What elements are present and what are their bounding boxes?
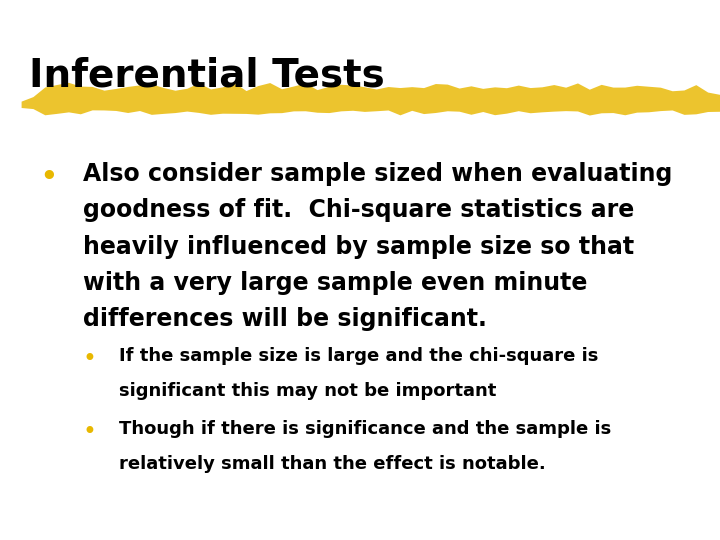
Text: Though if there is significance and the sample is: Though if there is significance and the …	[119, 420, 611, 438]
Text: •: •	[83, 347, 96, 371]
Text: Also consider sample sized when evaluating: Also consider sample sized when evaluati…	[83, 162, 672, 186]
Text: relatively small than the effect is notable.: relatively small than the effect is nota…	[119, 455, 546, 473]
Text: •: •	[83, 420, 96, 444]
Text: heavily influenced by sample size so that: heavily influenced by sample size so tha…	[83, 234, 634, 259]
Text: significant this may not be important: significant this may not be important	[119, 382, 496, 400]
Text: differences will be significant.: differences will be significant.	[83, 307, 487, 331]
Text: •: •	[40, 162, 58, 193]
Text: If the sample size is large and the chi-square is: If the sample size is large and the chi-…	[119, 347, 598, 365]
Text: goodness of fit.  Chi-square statistics are: goodness of fit. Chi-square statistics a…	[83, 198, 634, 222]
Text: with a very large sample even minute: with a very large sample even minute	[83, 271, 588, 295]
Text: Inferential Tests: Inferential Tests	[29, 57, 384, 94]
Polygon shape	[22, 83, 720, 116]
